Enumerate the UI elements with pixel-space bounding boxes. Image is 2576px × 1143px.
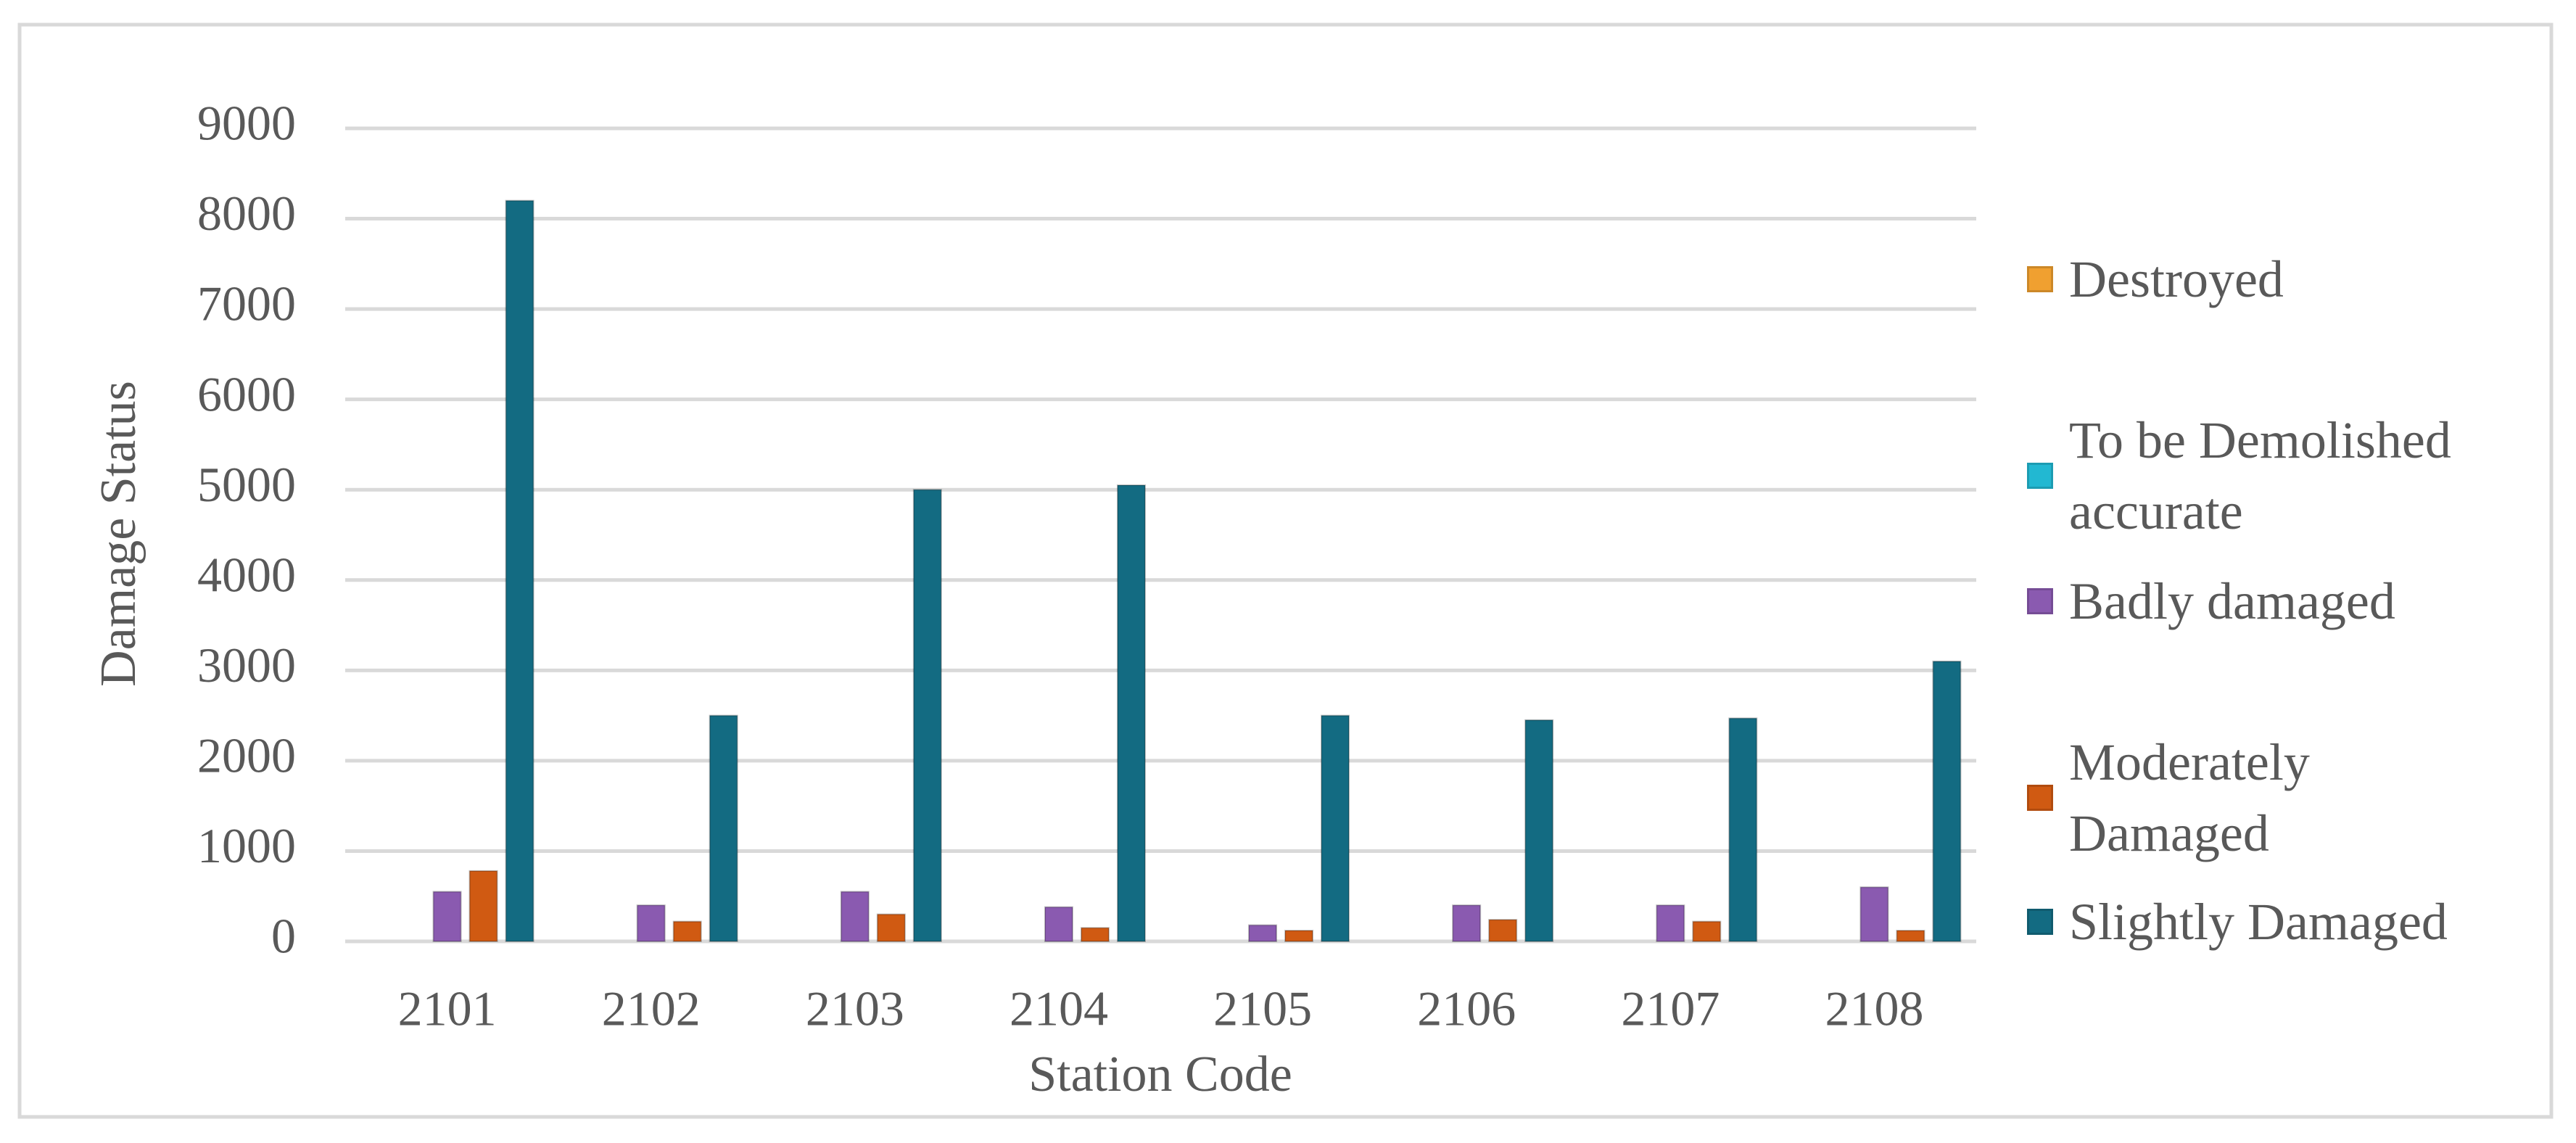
legend-item: Moderately Damaged (2027, 727, 2527, 869)
x-tick-label: 2105 (1213, 981, 1312, 1036)
y-tick-label: 3000 (197, 637, 296, 693)
y-tick-label: 9000 (197, 96, 296, 151)
legend-item: To be Demolished accurate (2027, 405, 2527, 547)
x-axis-title: Station Code (1028, 1047, 1292, 1102)
legend-item: Destroyed (2027, 244, 2527, 315)
legend-label: To be Demolished accurate (2069, 411, 2451, 540)
bar (840, 891, 870, 942)
bar (468, 870, 498, 943)
bar (1248, 924, 1278, 942)
bar (1728, 717, 1758, 942)
x-tick-label: 2104 (1010, 981, 1108, 1036)
bar (1932, 660, 1962, 943)
bar (1044, 906, 1073, 943)
bar (1116, 484, 1146, 942)
legend-swatch (2027, 785, 2053, 811)
legend-swatch (2027, 266, 2053, 292)
legend-item: Slightly Damaged (2027, 886, 2527, 957)
legend-swatch (2027, 909, 2053, 935)
bar (1284, 930, 1314, 943)
y-tick-label: 2000 (197, 727, 296, 783)
x-tick-label: 2106 (1417, 981, 1516, 1036)
bar (1859, 886, 1889, 943)
legend-label: Moderately Damaged (2069, 733, 2310, 862)
x-tick-label: 2107 (1621, 981, 1720, 1036)
legend-swatch (2027, 463, 2053, 489)
legend-swatch (2027, 588, 2053, 614)
legend-label: Slightly Damaged (2069, 893, 2448, 951)
bar (505, 199, 534, 942)
x-tick-label: 2103 (806, 981, 904, 1036)
y-tick-label: 7000 (197, 276, 296, 331)
bar (1488, 919, 1518, 943)
y-tick-label: 8000 (197, 186, 296, 241)
x-tick-label: 2101 (398, 981, 497, 1036)
legend-label: Destroyed (2069, 250, 2284, 308)
y-tick-label: 4000 (197, 547, 296, 602)
bar (432, 891, 462, 942)
bar (1692, 920, 1722, 942)
bar (1452, 904, 1482, 942)
x-tick-label: 2102 (602, 981, 701, 1036)
bar (636, 904, 666, 942)
bar (709, 714, 738, 942)
bar (672, 920, 702, 942)
y-axis-title: Damage Status (91, 381, 146, 687)
y-tick-label: 1000 (197, 818, 296, 873)
bar (1656, 904, 1685, 942)
bar (1321, 714, 1350, 942)
x-tick-label: 2108 (1825, 981, 1923, 1036)
y-tick-label: 0 (271, 909, 296, 964)
bar (876, 913, 906, 942)
bar (1896, 930, 1925, 943)
y-tick-label: 6000 (197, 366, 296, 421)
legend-item: Badly damaged (2027, 566, 2527, 637)
bar (1524, 719, 1554, 942)
y-tick-label: 5000 (197, 457, 296, 512)
bar (912, 489, 942, 942)
legend-label: Badly damaged (2069, 572, 2395, 630)
bar (1080, 927, 1110, 942)
